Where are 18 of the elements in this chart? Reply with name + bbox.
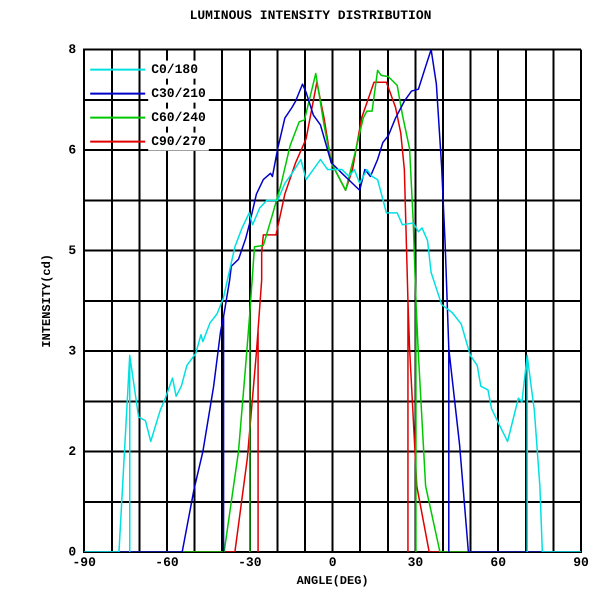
x-axis-title: ANGLE(DEG)	[296, 574, 369, 588]
y-tick-label: 8	[68, 42, 76, 57]
y-tick-label: 3	[68, 343, 76, 358]
y-tick-label: 5	[68, 242, 76, 258]
y-tick-label: 2	[68, 444, 76, 459]
y-axis-title: INTENSITY(cd)	[40, 254, 54, 348]
chart-title: LUMINOUS INTENSITY DISTRIBUTION	[190, 8, 432, 24]
x-tick-label: 60	[490, 555, 506, 570]
x-tick-label: -60	[155, 555, 179, 570]
x-tick-label: 30	[408, 555, 424, 570]
x-tick-label: 90	[573, 555, 589, 570]
legend-label: C90/270	[151, 134, 206, 149]
legend-label: C60/240	[151, 110, 206, 125]
y-tick-label: 6	[68, 142, 76, 158]
x-tick-label: -30	[238, 555, 262, 570]
legend-label: C30/210	[151, 86, 206, 101]
legend-label: C0/180	[151, 62, 198, 77]
x-tick-label: 0	[328, 555, 337, 570]
